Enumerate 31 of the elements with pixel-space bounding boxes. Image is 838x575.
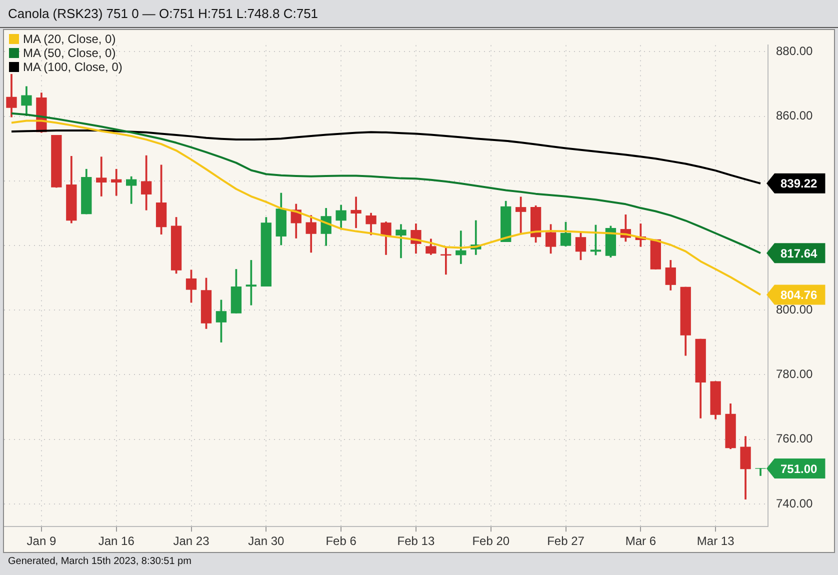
y-tick-label: 860.00 bbox=[776, 108, 814, 123]
x-tick-label: Feb 20 bbox=[472, 534, 510, 548]
y-tick-label: 760.00 bbox=[776, 432, 814, 446]
x-tick-label: Mar 6 bbox=[625, 534, 656, 548]
text: Generated, March 15th 2023, 8:30:51 pm bbox=[8, 556, 192, 567]
legend-label: MA (20, Close, 0) bbox=[23, 32, 116, 46]
x-tick-label: Feb 13 bbox=[397, 534, 435, 548]
candlestick bbox=[96, 156, 107, 196]
legend-label: MA (50, Close, 0) bbox=[23, 46, 116, 60]
candlestick bbox=[111, 168, 122, 196]
candlestick bbox=[246, 260, 257, 306]
data-label: 839.22 bbox=[780, 176, 818, 191]
x-tick-label: Jan 9 bbox=[26, 534, 56, 548]
y-tick-label: 800.00 bbox=[776, 302, 814, 316]
x-tick-label: Jan 30 bbox=[248, 534, 284, 548]
x-tick-label: Feb 27 bbox=[547, 534, 585, 548]
x-tick-label: Jan 16 bbox=[98, 534, 135, 548]
y-tick-label: 780.00 bbox=[776, 367, 814, 382]
legend-label: MA (100, Close, 0) bbox=[23, 60, 122, 74]
chart-title: Canola (RSK23) 751 0 — O:751 H:751 L:748.8 C:751 bbox=[0, 0, 838, 28]
text: 751.00 bbox=[780, 462, 818, 476]
data-label: 804.76 bbox=[780, 288, 818, 302]
candlestick bbox=[440, 247, 452, 275]
x-tick-label: Feb 6 bbox=[326, 534, 357, 548]
candlestick bbox=[350, 196, 362, 228]
x-tick-label: Jan 23 bbox=[173, 534, 210, 548]
y-tick-label: 740.00 bbox=[776, 496, 814, 510]
candlestick bbox=[515, 196, 526, 233]
data-label: 817.64 bbox=[780, 246, 818, 260]
x-tick-label: Mar 13 bbox=[696, 534, 735, 548]
y-tick-label: 880.00 bbox=[776, 44, 814, 58]
